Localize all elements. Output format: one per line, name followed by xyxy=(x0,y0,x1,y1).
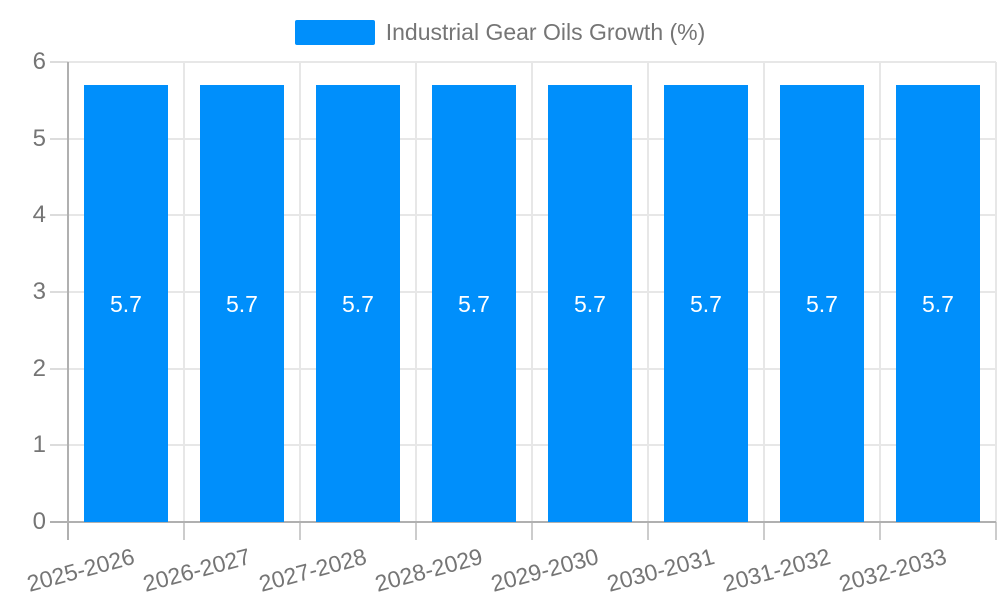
chart-legend[interactable]: Industrial Gear Oils Growth (%) xyxy=(0,19,1000,46)
bar[interactable] xyxy=(432,85,516,522)
x-axis-label: 2032-2033 xyxy=(836,543,950,597)
bar[interactable] xyxy=(548,85,632,522)
bar[interactable] xyxy=(200,85,284,522)
x-axis-label: 2029-2030 xyxy=(488,543,602,597)
bar[interactable] xyxy=(664,85,748,522)
x-axis-tick xyxy=(763,522,765,540)
x-axis-label: 2026-2027 xyxy=(140,543,254,597)
y-axis-label: 5 xyxy=(32,124,46,152)
x-axis-tick xyxy=(415,522,417,540)
x-axis-label: 2031-2032 xyxy=(720,543,834,597)
x-gridline xyxy=(531,62,533,522)
x-axis-label: 2030-2031 xyxy=(604,543,718,597)
x-axis-tick xyxy=(299,522,301,540)
y-axis-label: 3 xyxy=(32,278,46,305)
x-gridline xyxy=(299,62,301,522)
y-axis-label: 2 xyxy=(32,354,46,382)
x-gridline xyxy=(763,62,765,522)
y-axis-label: 4 xyxy=(32,201,46,229)
x-gridline xyxy=(647,62,649,522)
x-axis-label: 2027-2028 xyxy=(256,543,370,597)
x-gridline xyxy=(879,62,881,522)
x-axis-tick xyxy=(995,522,997,540)
x-axis-line xyxy=(50,521,996,523)
x-gridline xyxy=(995,62,997,522)
x-axis-tick xyxy=(647,522,649,540)
y-axis-line xyxy=(67,62,69,540)
legend-label: Industrial Gear Oils Growth (%) xyxy=(385,19,706,45)
y-axis-label: 6 xyxy=(32,48,46,75)
x-gridline xyxy=(183,62,185,522)
y-axis-label: 0 xyxy=(32,508,46,535)
x-axis-tick xyxy=(879,522,881,540)
x-gridline xyxy=(415,62,417,522)
y-axis-tick xyxy=(50,137,68,140)
y-axis-tick xyxy=(50,214,68,217)
bar[interactable] xyxy=(896,85,980,522)
y-axis-tick xyxy=(50,444,68,447)
bar[interactable] xyxy=(316,85,400,522)
bar[interactable] xyxy=(84,85,168,522)
y-axis-tick xyxy=(50,291,68,293)
legend-swatch-icon xyxy=(294,20,375,45)
y-axis-label: 1 xyxy=(32,431,46,459)
x-axis-label: 2028-2029 xyxy=(372,543,486,597)
y-axis-tick xyxy=(50,367,68,370)
bar[interactable] xyxy=(780,85,864,522)
x-axis-tick xyxy=(183,522,185,540)
x-axis-label: 2025-2026 xyxy=(24,543,138,597)
x-axis-tick xyxy=(531,522,533,540)
y-axis-tick xyxy=(50,61,68,63)
